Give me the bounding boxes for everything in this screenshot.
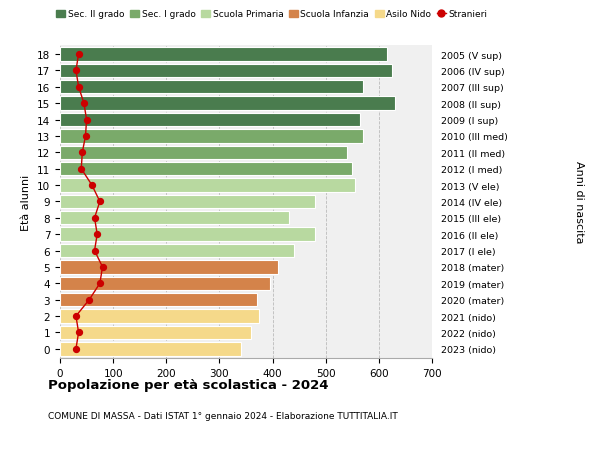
Point	[74, 51, 83, 59]
Bar	[60, 130, 363, 143]
Point	[85, 297, 94, 304]
Point	[81, 133, 91, 140]
Bar	[60, 310, 259, 323]
Bar	[60, 97, 395, 111]
Y-axis label: Età alunni: Età alunni	[22, 174, 31, 230]
Text: COMUNE DI MASSA - Dati ISTAT 1° gennaio 2024 - Elaborazione TUTTITALIA.IT: COMUNE DI MASSA - Dati ISTAT 1° gennaio …	[48, 411, 398, 420]
Bar	[60, 261, 278, 274]
Point	[98, 263, 107, 271]
Point	[82, 117, 91, 124]
Point	[95, 280, 104, 287]
Point	[79, 100, 89, 107]
Y-axis label: Anni di nascita: Anni di nascita	[574, 161, 584, 243]
Point	[92, 231, 102, 238]
Point	[71, 345, 81, 353]
Point	[90, 247, 100, 255]
Bar	[60, 65, 392, 78]
Bar	[60, 212, 289, 225]
Point	[76, 166, 86, 173]
Bar	[60, 195, 315, 209]
Bar	[60, 162, 352, 176]
Point	[74, 84, 83, 91]
Point	[90, 215, 100, 222]
Point	[74, 329, 83, 336]
Bar	[60, 48, 387, 62]
Bar	[60, 326, 251, 339]
Text: Popolazione per età scolastica - 2024: Popolazione per età scolastica - 2024	[48, 379, 329, 392]
Bar	[60, 81, 363, 94]
Legend: Sec. II grado, Sec. I grado, Scuola Primaria, Scuola Infanzia, Asilo Nido, Stran: Sec. II grado, Sec. I grado, Scuola Prim…	[53, 7, 491, 23]
Point	[71, 67, 81, 75]
Bar	[60, 342, 241, 356]
Point	[71, 313, 81, 320]
Bar	[60, 179, 355, 192]
Point	[95, 198, 104, 206]
Bar	[60, 277, 270, 291]
Bar	[60, 113, 360, 127]
Bar	[60, 228, 315, 241]
Point	[77, 149, 87, 157]
Point	[87, 182, 97, 189]
Bar	[60, 293, 257, 307]
Bar	[60, 244, 294, 257]
Bar	[60, 146, 347, 160]
